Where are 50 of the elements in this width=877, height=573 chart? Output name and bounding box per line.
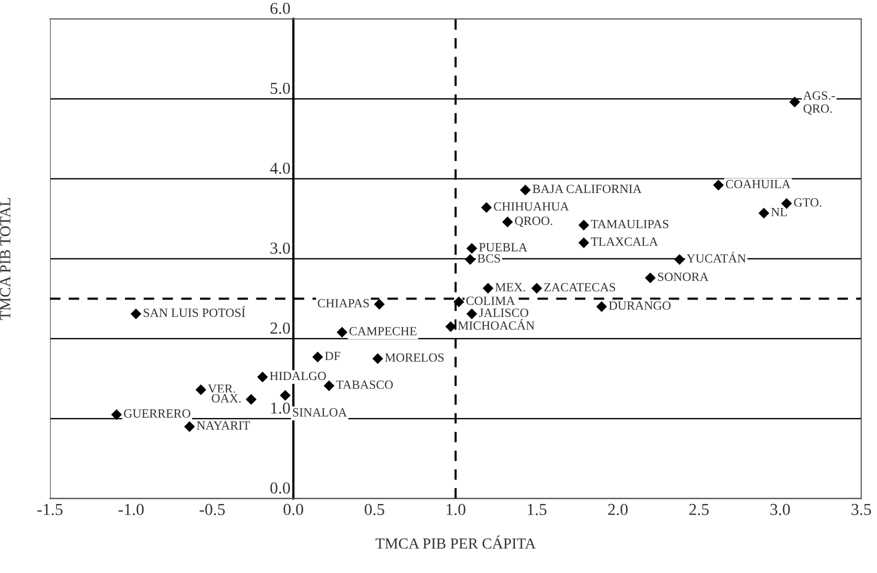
annotation: DURANGO [608,301,671,310]
y-tick-label: 6.0 [270,2,290,14]
x-tick-label: 3.0 [770,504,790,516]
annotation: OAX. [212,394,241,403]
annotation: ZACATECAS [544,283,616,292]
annotation: NAYARIT [196,421,250,430]
y-tick-label: 3.0 [270,242,290,254]
y-tick-label: 5.0 [270,82,290,94]
annotation: COAHUILA [726,180,791,188]
x-tick-label: 2.5 [689,504,709,516]
annotation: CAMPECHE [349,326,416,336]
annotation: SONORA [658,272,709,282]
annotation: CHIHUAHUA [494,202,569,211]
annotation: NL [771,208,787,216]
x-tick-label: 0.5 [364,504,384,516]
y-tick-label: 2.0 [270,322,290,334]
annotation: COLIMA [466,296,516,306]
annotation: MICHOACÁN [458,318,534,330]
annotation: MEX. [495,283,526,292]
x-axis-title: TMCA PIB PER CÁPITA [376,535,536,549]
annotation: AGS.- QRO. [803,91,835,115]
annotation: HIDALGO [270,372,326,380]
annotation: TAMAULIPAS [590,220,668,228]
annotation: PUEBLA [479,243,528,252]
annotation: GUERRERO [124,409,190,418]
annotation: SAN LUIS POTOSÍ [144,306,246,317]
annotation: GTO. [794,198,822,207]
annotation: SINALOA [293,408,347,417]
annotation: TABASCO [336,380,393,389]
x-tick-label: 1.5 [528,504,546,516]
annotation: BAJA CALIFORNIA [532,184,642,194]
annotation: DF [324,352,340,360]
annotation: JALISCO [479,308,528,317]
x-tick-label: 3.5 [852,504,871,516]
x-tick-label: -0.5 [200,504,225,516]
x-tick-label: -1.0 [118,504,144,516]
y-tick-label: 1.0 [271,402,290,414]
y-tick-label: 0.0 [270,482,290,494]
annotation: YUCATÁN [686,252,746,263]
x-tick-label: 0.0 [284,504,304,516]
annotation: MORELOS [385,353,444,362]
annotation: BCS [478,254,500,263]
annotation: CHIAPAS [318,299,369,308]
x-tick-label: 2.0 [608,504,628,516]
y-tick-label: 4.0 [270,162,290,174]
annotation: QROO. [514,216,552,227]
y-axis-title: TMCA PIB TOTAL [0,198,10,320]
annotation: TLAXCALA [590,237,658,246]
x-tick-label: -1.5 [37,504,63,516]
x-tick-label: 1.0 [446,504,466,516]
